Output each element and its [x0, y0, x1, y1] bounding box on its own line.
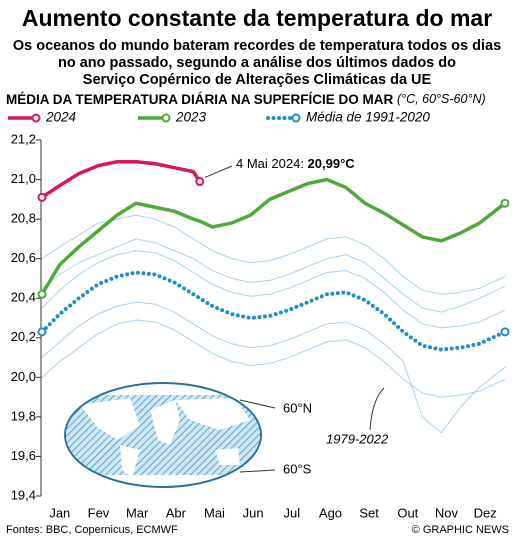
background-leader [369, 387, 385, 431]
source: Fontes: BBC, Copernicus, ECMWF [6, 524, 178, 536]
map-label: 60°N [283, 400, 312, 415]
chart-title-text: MÉDIA DA TEMPERATURA DIÁRIA NA SUPERFÍCI… [6, 92, 393, 107]
x-tick-label: Jun [243, 505, 264, 520]
legend-marker [161, 113, 171, 123]
x-tick-label: Fev [88, 505, 110, 520]
legend-label: Média de 1991-2020 [306, 110, 430, 125]
line [41, 319, 506, 398]
line [41, 214, 506, 295]
y-tick-label: 21,2 [11, 131, 36, 146]
line [41, 250, 506, 329]
legend-label: 2024 [45, 110, 76, 125]
chart-title: MÉDIA DA TEMPERATURA DIÁRIA NA SUPERFÍCI… [6, 92, 486, 107]
start-marker [37, 289, 47, 299]
y-tick-label: 21,0 [11, 171, 36, 186]
line [40, 270, 507, 352]
x-tick-label: Nov [435, 505, 459, 520]
end-marker [500, 198, 510, 208]
y-tick-label: 20,2 [11, 329, 36, 344]
unit: (°C, 60°S-60°N) [397, 92, 486, 106]
x-tick-label: Mar [126, 505, 149, 520]
legend-label: 2023 [175, 110, 207, 125]
line [41, 301, 506, 434]
title: Aumento constante da temperatura do mar [22, 5, 492, 31]
x-tick-label: Mai [204, 505, 225, 520]
line [41, 238, 506, 313]
line [40, 177, 507, 297]
legend-marker [31, 113, 41, 123]
map [36, 139, 507, 497]
annotation-leader [204, 165, 233, 178]
line [40, 160, 202, 200]
x-tick-label: Dez [474, 505, 497, 520]
y-tick-label: 20,0 [11, 369, 36, 384]
subtitle: no ano passado, segundo a análise dos úl… [58, 55, 456, 71]
y-tick-label: 19,4 [11, 487, 36, 502]
subtitle: Serviço Copérnico de Alterações Climátic… [83, 72, 432, 88]
annotation: 4 Mai 2024: 20,99°C [236, 156, 355, 171]
subtitle: Os oceanos do mundo bateram recordes de … [13, 38, 501, 54]
y-tick-label: 19,6 [11, 448, 36, 463]
y-tick-label: 20,8 [11, 211, 36, 226]
credit: © GRAPHIC NEWS [412, 524, 509, 536]
annotation-prefix: 4 Mai 2024: [236, 156, 308, 171]
y-tick-label: 20,4 [11, 290, 36, 305]
start-marker [37, 327, 47, 337]
end-marker [195, 177, 205, 187]
x-tick-label: Set [359, 505, 379, 520]
x-tick-label: Abr [166, 505, 187, 520]
background-label: 1979-2022 [326, 431, 389, 446]
legend-marker [291, 113, 301, 123]
map-label: 60°S [283, 461, 312, 476]
x-tick-label: Out [397, 505, 418, 520]
start-marker [37, 192, 47, 202]
y-tick-label: 19,8 [11, 408, 36, 423]
x-tick-label: Jul [284, 505, 301, 520]
annotation-value: 20,99°C [308, 156, 356, 171]
y-tick-label: 20,6 [11, 250, 36, 265]
end-marker [500, 327, 510, 337]
x-tick-label: Jan [49, 505, 70, 520]
x-tick-label: Ago [319, 505, 342, 520]
